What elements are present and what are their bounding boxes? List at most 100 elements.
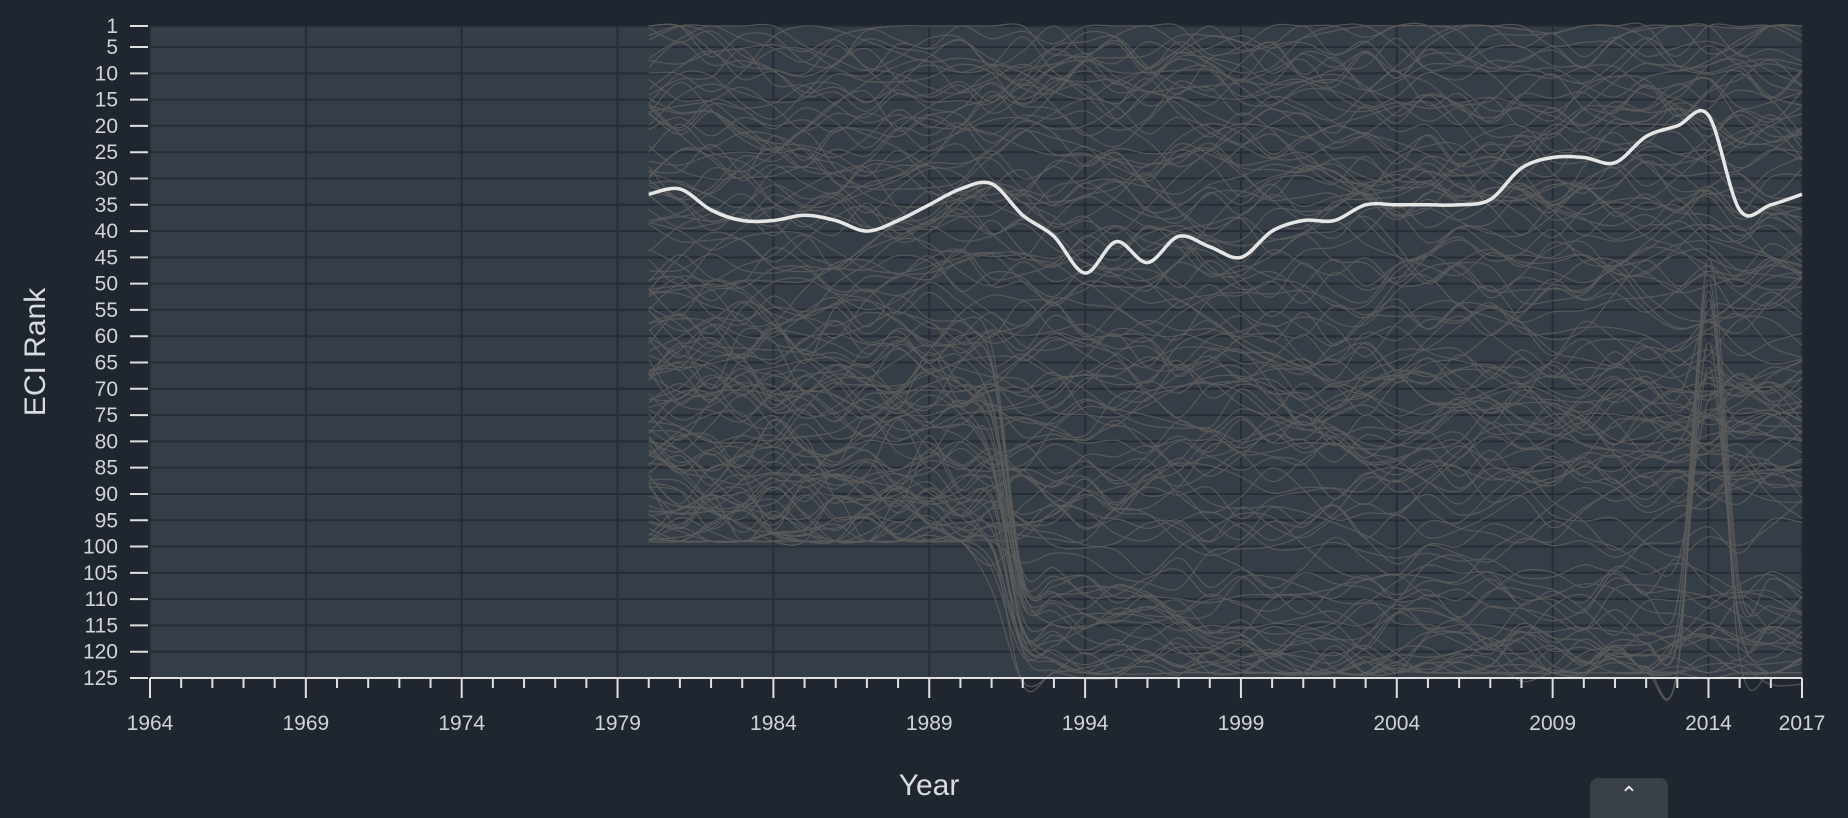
chevron-up-icon: ⌃ (1619, 783, 1639, 808)
country-series-line (648, 98, 1803, 222)
country-series-line (648, 63, 1803, 140)
y-tick-label: 15 (95, 89, 118, 112)
x-tick-label: 1989 (906, 712, 953, 735)
country-series-line (648, 287, 1803, 398)
y-tick-label: 65 (95, 352, 118, 375)
country-series-line (648, 215, 1803, 322)
x-tick-label: 2014 (1685, 712, 1732, 735)
y-tick-label: 35 (95, 194, 118, 217)
highlight-series-line[interactable] (648, 108, 1803, 275)
y-tick-label: 55 (95, 299, 118, 322)
country-series-line (648, 64, 1803, 159)
country-series-line (648, 363, 1803, 497)
y-tick-label: 105 (83, 562, 118, 585)
y-tick-label: 45 (95, 246, 118, 269)
y-tick-label: 1 (106, 15, 118, 38)
country-series-line (648, 22, 1803, 130)
country-series-line (648, 116, 1803, 230)
country-series-line (648, 24, 1803, 177)
country-series-line (648, 462, 1803, 580)
x-tick-label: 1984 (750, 712, 797, 735)
country-series-line (648, 463, 1803, 676)
country-series-line (648, 122, 1803, 214)
country-series-line (648, 336, 1803, 437)
country-series-line (648, 413, 1803, 543)
country-series-line (648, 342, 1803, 655)
country-series-line (648, 344, 1803, 463)
country-series-line (648, 299, 1803, 701)
country-series-line (648, 374, 1803, 464)
country-series-line (648, 418, 1803, 658)
country-series-line (648, 344, 1803, 624)
country-series-line (648, 23, 1803, 81)
plot-area (150, 26, 1802, 678)
country-series-line (648, 223, 1803, 327)
country-series-line (648, 25, 1803, 126)
country-series-line (648, 299, 1803, 640)
country-series-line (648, 215, 1803, 335)
country-series-line (648, 408, 1803, 500)
y-tick-label: 70 (95, 378, 118, 401)
y-tick-label: 110 (85, 588, 118, 611)
country-series-line (648, 148, 1803, 289)
country-series-line (648, 94, 1803, 235)
country-series-line (648, 227, 1803, 321)
country-series-line (648, 319, 1803, 634)
country-series-line (648, 259, 1803, 383)
country-series-line (648, 323, 1803, 423)
x-tick-label: 2009 (1529, 712, 1576, 735)
country-series-line (648, 274, 1803, 411)
y-tick-label: 60 (95, 325, 118, 348)
y-tick-label: 40 (95, 220, 118, 243)
country-series-line (648, 162, 1803, 282)
country-series-line (648, 311, 1803, 449)
country-series-line (648, 182, 1803, 319)
x-tick-label: 1974 (438, 712, 485, 735)
x-tick-label: 2004 (1373, 712, 1420, 735)
x-tick-label: 1994 (1062, 712, 1109, 735)
y-tick-label: 25 (95, 141, 118, 164)
country-series-line (648, 50, 1803, 214)
country-series-line (648, 51, 1803, 161)
country-series-line (648, 376, 1803, 472)
background-series (648, 22, 1803, 701)
country-series-line (648, 432, 1803, 558)
y-tick-label: 50 (95, 273, 118, 296)
country-series-line (648, 474, 1802, 676)
y-tick-label: 115 (85, 614, 118, 637)
country-series-line (648, 195, 1803, 304)
country-series-line (648, 517, 1802, 680)
highlighted-series (648, 108, 1803, 275)
country-series-line (648, 473, 1803, 674)
country-series-line (648, 453, 1803, 591)
country-series-line (648, 461, 1803, 566)
y-axis: 15 10 15 20 25 30 35 40 45 50 55 60 65 70 75 80 85 90 95 10… (83, 15, 148, 690)
y-tick-label: 90 (95, 483, 118, 506)
y-tick-label: 30 (95, 167, 118, 190)
scroll-top-button[interactable]: ⌃ (1590, 778, 1668, 818)
country-series-line (648, 422, 1803, 520)
country-series-line (648, 341, 1803, 445)
country-series-line (648, 23, 1803, 94)
y-tick-label: 120 (83, 641, 118, 664)
x-tick-label: 1964 (127, 712, 174, 735)
country-series-line (648, 351, 1803, 647)
y-tick-label: 100 (83, 536, 118, 559)
country-series-line (648, 290, 1803, 432)
x-tick-label: 2017 (1779, 712, 1826, 735)
y-tick-label: 5 (106, 36, 118, 59)
country-series-line (648, 443, 1803, 543)
country-series-line (648, 47, 1803, 122)
country-series-line (648, 364, 1803, 472)
y-tick-label: 85 (95, 457, 118, 480)
x-axis-label: Year (899, 769, 960, 802)
country-series-line (648, 496, 1803, 677)
country-series-line (648, 290, 1803, 674)
x-tick-label: 1979 (594, 712, 641, 735)
country-series-line (648, 248, 1803, 379)
country-series-line (648, 143, 1803, 243)
country-series-line (648, 491, 1803, 589)
y-tick-label: 10 (95, 62, 118, 85)
y-tick-label: 75 (95, 404, 118, 427)
